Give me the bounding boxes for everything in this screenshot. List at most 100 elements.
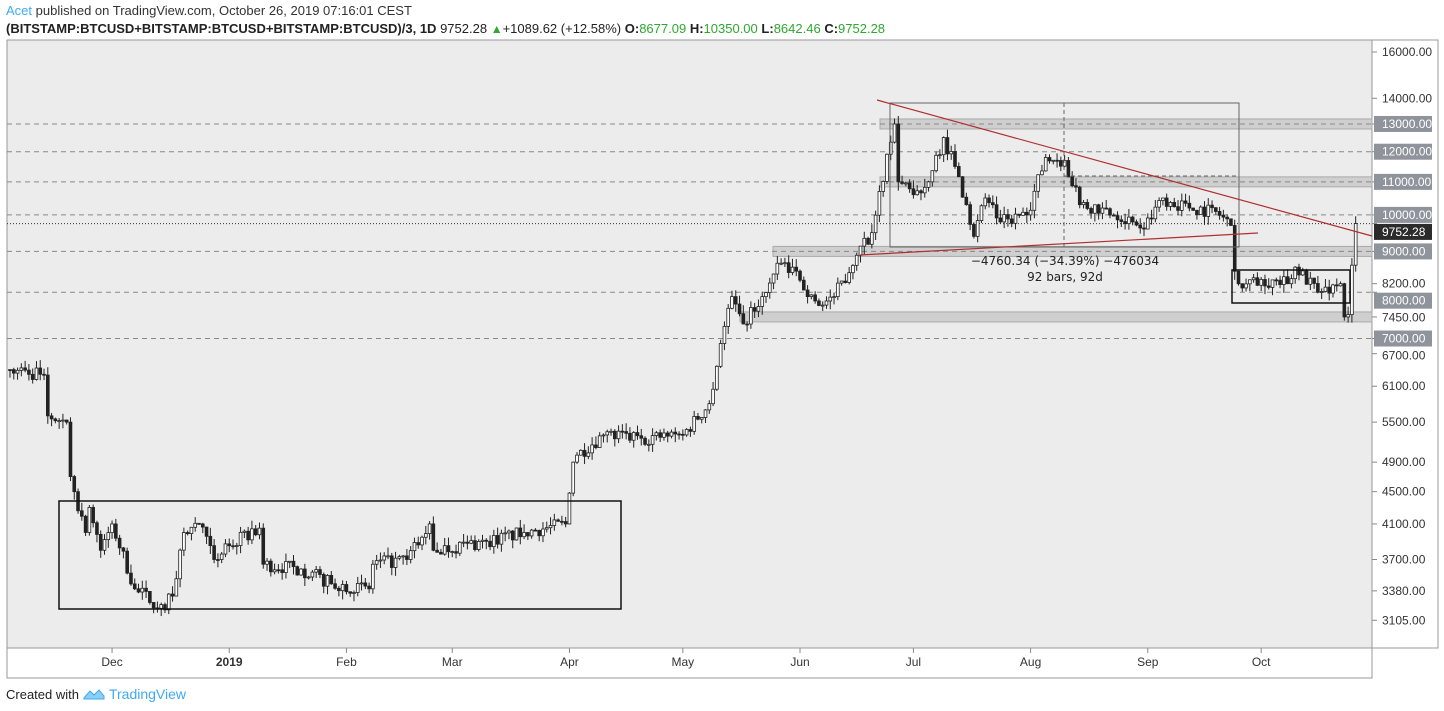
candle-up bbox=[378, 559, 383, 562]
candle-up bbox=[140, 587, 145, 593]
open-value: 8677.09 bbox=[639, 21, 687, 36]
range-box-drawing[interactable] bbox=[58, 500, 622, 610]
close-label: C: bbox=[824, 21, 839, 36]
time-axis[interactable] bbox=[6, 647, 1373, 679]
candle-up bbox=[586, 452, 591, 457]
candle-down bbox=[38, 367, 43, 375]
candle-up bbox=[715, 365, 719, 390]
candle-up bbox=[1127, 216, 1131, 225]
candle bbox=[1248, 279, 1252, 292]
candle-down bbox=[1202, 206, 1207, 217]
candle bbox=[828, 289, 833, 310]
candle-up bbox=[1308, 277, 1313, 285]
candle bbox=[87, 504, 92, 536]
candle bbox=[567, 492, 572, 525]
candle bbox=[420, 535, 424, 551]
candle bbox=[359, 574, 364, 591]
candle-up bbox=[828, 296, 833, 302]
candle bbox=[1251, 273, 1256, 283]
candle-up bbox=[386, 555, 390, 558]
candle bbox=[499, 529, 504, 552]
candle bbox=[212, 539, 216, 564]
candle bbox=[1278, 275, 1282, 289]
candle-up bbox=[1021, 211, 1025, 216]
candle bbox=[1111, 213, 1116, 217]
consolidation-box-drawing[interactable] bbox=[1231, 269, 1351, 304]
x-tick-label: Apr bbox=[560, 655, 579, 669]
candle bbox=[238, 526, 243, 554]
candle-down bbox=[987, 197, 991, 204]
candle bbox=[620, 424, 625, 439]
candle-down bbox=[227, 543, 232, 547]
candle bbox=[378, 552, 383, 569]
candle-down bbox=[42, 373, 46, 376]
candle bbox=[1013, 207, 1018, 230]
last-price-label: 9752.28 bbox=[1382, 225, 1426, 239]
candle bbox=[764, 292, 768, 304]
candle-down bbox=[280, 569, 284, 573]
candle-down bbox=[1176, 206, 1180, 211]
candle-down bbox=[1240, 283, 1245, 289]
candle-down bbox=[900, 181, 904, 184]
descending-trendline[interactable] bbox=[876, 99, 1373, 237]
candle bbox=[896, 115, 901, 191]
candle-up bbox=[873, 214, 878, 234]
candle bbox=[514, 527, 519, 541]
candle-up bbox=[1040, 170, 1044, 176]
candle-down bbox=[291, 560, 296, 568]
candle-down bbox=[439, 551, 443, 555]
candle-down bbox=[843, 280, 848, 283]
tradingview-link[interactable]: TradingView bbox=[108, 686, 187, 702]
candle bbox=[715, 365, 719, 392]
candle bbox=[832, 292, 836, 305]
candle bbox=[495, 527, 500, 549]
plot-area[interactable] bbox=[6, 39, 1373, 649]
candle bbox=[374, 554, 379, 570]
candle-up bbox=[1032, 190, 1037, 211]
candle-down bbox=[318, 569, 322, 575]
candle bbox=[650, 428, 655, 452]
candle-up bbox=[722, 325, 727, 344]
candle-down bbox=[681, 433, 685, 436]
candle-down bbox=[956, 166, 961, 178]
candle-down bbox=[688, 429, 693, 432]
price-label-box bbox=[1374, 173, 1432, 190]
candle-down bbox=[253, 528, 258, 536]
candle-up bbox=[393, 557, 398, 568]
candle-down bbox=[23, 367, 27, 371]
candle-up bbox=[1161, 197, 1165, 201]
candle bbox=[1074, 178, 1078, 193]
candle bbox=[548, 517, 553, 535]
candle-down bbox=[635, 432, 640, 437]
candle bbox=[397, 554, 402, 561]
candle-up bbox=[1180, 200, 1184, 211]
candle bbox=[885, 153, 889, 184]
candle bbox=[454, 544, 458, 559]
candle-up bbox=[427, 523, 432, 535]
candle-up bbox=[858, 245, 863, 256]
candle-up bbox=[767, 282, 772, 294]
candle-down bbox=[208, 535, 213, 547]
candle-down bbox=[752, 307, 757, 312]
candle bbox=[1077, 185, 1082, 209]
ascending-trendline[interactable] bbox=[859, 232, 1259, 256]
author-link[interactable]: Acet bbox=[6, 3, 33, 18]
candle-up bbox=[790, 266, 795, 273]
candle-down bbox=[624, 431, 628, 434]
candle bbox=[53, 417, 58, 424]
candle-up bbox=[669, 431, 674, 437]
candle bbox=[401, 555, 405, 565]
candle-up bbox=[314, 569, 318, 573]
candle bbox=[1206, 198, 1211, 225]
candle-down bbox=[1047, 157, 1052, 162]
candle bbox=[140, 580, 145, 600]
candle-up bbox=[1013, 213, 1018, 224]
candle-down bbox=[465, 541, 470, 544]
candle bbox=[892, 118, 897, 144]
y-tick-label: 14000.00 bbox=[1382, 91, 1432, 105]
candle-down bbox=[658, 432, 662, 438]
candle bbox=[34, 361, 39, 381]
y-tick-label: 4900.00 bbox=[1382, 455, 1426, 469]
candle-up bbox=[1093, 204, 1097, 214]
